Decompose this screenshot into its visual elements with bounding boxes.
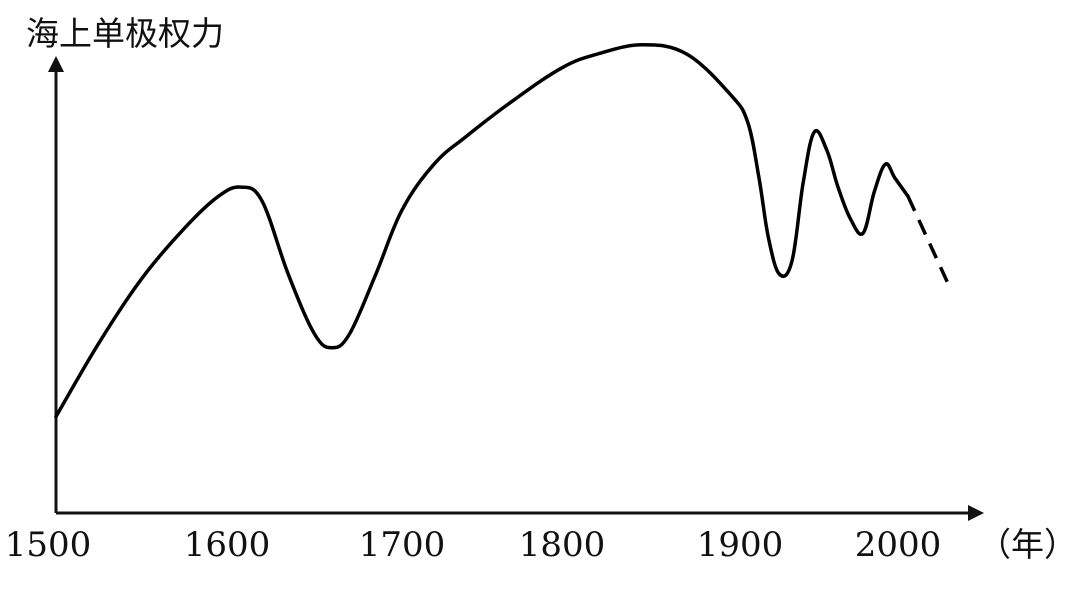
solid-trend-line xyxy=(54,43,910,419)
y-axis-label: 海上单极权力 xyxy=(26,14,224,53)
x-tick-label: 1800 xyxy=(519,525,606,565)
x-tick-label: 1900 xyxy=(697,525,784,565)
x-tick-labels: 1500 1600 1700 1800 1900 2000 xyxy=(5,525,942,565)
x-tick-label: 1500 xyxy=(5,525,92,565)
y-axis-arrow xyxy=(48,56,64,72)
x-axis-arrow xyxy=(968,505,984,521)
dashed-projection-line xyxy=(906,195,950,285)
x-tick-label: 1700 xyxy=(359,525,446,565)
x-tick-label: 1600 xyxy=(184,525,271,565)
x-tick-label: 2000 xyxy=(855,525,942,565)
x-axis-unit-label: （年） xyxy=(978,525,1077,564)
